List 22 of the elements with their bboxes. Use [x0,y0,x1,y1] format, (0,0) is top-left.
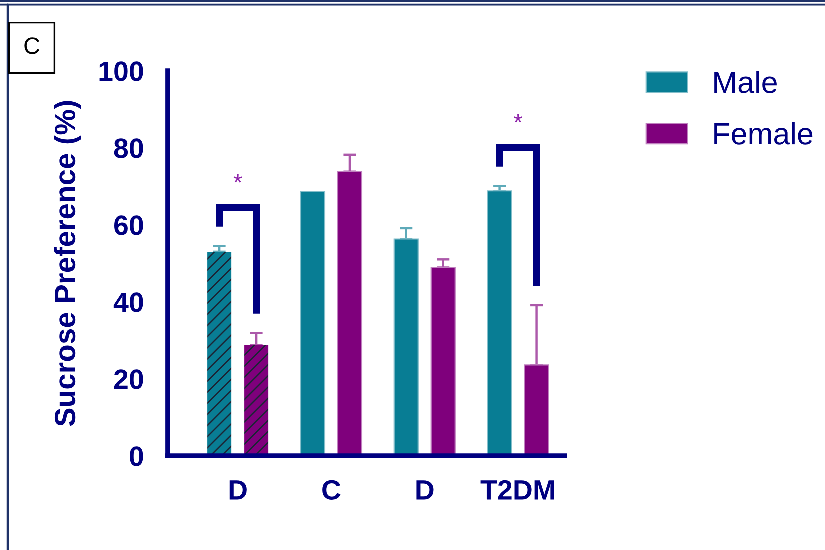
y-tick-label: 0 [130,446,144,466]
legend-label: Female [714,122,813,145]
annotation: * [234,174,242,183]
legend-label: Male [714,71,777,94]
x-tick-label: T2DM [480,480,554,500]
bar [430,267,456,456]
y-tick-label: 40 [114,292,144,312]
y-tick-label: 60 [114,216,144,236]
x-tick-label: C [322,480,341,500]
y-axis-title: Sucrose Preference (%) [54,101,82,426]
y-tick-label: 20 [114,370,144,390]
annotation: * [514,114,523,123]
y-tick-label: 80 [114,138,144,158]
x-tick-label: D [230,480,247,500]
bar [524,364,550,456]
y-tick-label: 100 [100,62,144,82]
bar [337,171,363,456]
bar [394,238,419,456]
x-tick-label: D [416,480,434,500]
bar [244,345,269,456]
chart-title: C [24,38,40,54]
bar [300,191,326,456]
